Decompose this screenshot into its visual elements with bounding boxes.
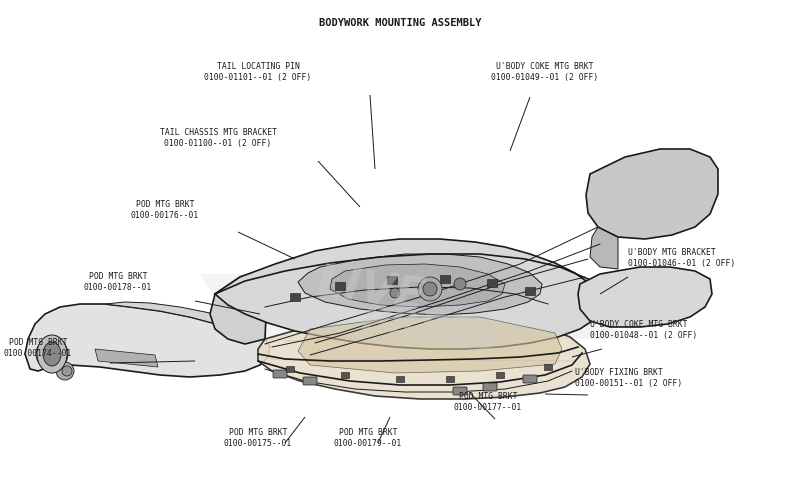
Text: POD MTG BRKT
0100-00176--01: POD MTG BRKT 0100-00176--01 — [131, 199, 199, 219]
Bar — [525, 288, 535, 296]
Polygon shape — [298, 317, 562, 373]
Text: U'BODY FIXING BRKT
0100-00151--01 (2 OFF): U'BODY FIXING BRKT 0100-00151--01 (2 OFF… — [575, 367, 682, 387]
Polygon shape — [105, 303, 265, 339]
Circle shape — [36, 338, 68, 370]
Text: U'BODY COKE MTG BRKT
0100-01049--01 (2 OFF): U'BODY COKE MTG BRKT 0100-01049--01 (2 O… — [491, 62, 598, 82]
FancyBboxPatch shape — [303, 377, 317, 385]
Polygon shape — [586, 150, 718, 239]
Ellipse shape — [43, 342, 61, 366]
Circle shape — [56, 362, 74, 380]
Circle shape — [390, 289, 400, 299]
Bar — [335, 283, 345, 291]
Polygon shape — [578, 268, 712, 327]
Bar — [290, 294, 300, 302]
FancyBboxPatch shape — [453, 387, 467, 395]
Polygon shape — [298, 255, 542, 315]
Polygon shape — [25, 305, 270, 377]
Bar — [396, 376, 404, 382]
Circle shape — [423, 283, 437, 297]
Text: POD MTG BRKT
0100-00178--01: POD MTG BRKT 0100-00178--01 — [84, 272, 152, 292]
Polygon shape — [200, 275, 620, 339]
Bar — [496, 372, 504, 378]
FancyBboxPatch shape — [273, 370, 287, 378]
Bar — [487, 280, 497, 288]
Text: U'BODY COKE MTG BRKT
0100-01048--01 (2 OFF): U'BODY COKE MTG BRKT 0100-01048--01 (2 O… — [590, 319, 698, 339]
Circle shape — [454, 279, 466, 291]
Text: TAIL LOCATING PIN
0100-01101--01 (2 OFF): TAIL LOCATING PIN 0100-01101--01 (2 OFF) — [204, 62, 312, 82]
Polygon shape — [330, 265, 505, 308]
FancyBboxPatch shape — [483, 383, 497, 391]
Bar — [544, 364, 552, 370]
Text: POD MTG BRKT
0100-00174--01: POD MTG BRKT 0100-00174--01 — [4, 337, 72, 357]
Bar — [286, 366, 294, 372]
Text: U'BODY MTG BRACKET
0100-01046--01 (2 OFF): U'BODY MTG BRACKET 0100-01046--01 (2 OFF… — [628, 247, 735, 268]
Bar — [387, 277, 397, 285]
Text: TAIL CHASSIS MTG BRACKET
0100-01100--01 (2 OFF): TAIL CHASSIS MTG BRACKET 0100-01100--01 … — [159, 128, 277, 148]
Text: POD MTG BRKT
0100-00179--01: POD MTG BRKT 0100-00179--01 — [334, 427, 402, 447]
Circle shape — [42, 344, 62, 364]
Circle shape — [62, 366, 72, 376]
Circle shape — [418, 278, 442, 302]
Ellipse shape — [37, 335, 67, 373]
Polygon shape — [210, 270, 268, 344]
Polygon shape — [258, 313, 590, 399]
Text: LIVE: LIVE — [313, 261, 427, 318]
Text: POD MTG BRKT
0100-00175--01: POD MTG BRKT 0100-00175--01 — [224, 427, 292, 447]
Text: BODYWORK MOUNTING ASSEMBLY: BODYWORK MOUNTING ASSEMBLY — [318, 18, 482, 28]
Polygon shape — [95, 349, 158, 367]
FancyBboxPatch shape — [523, 375, 537, 383]
Polygon shape — [215, 239, 600, 349]
Text: POD MTG BRKT
0100-00177--01: POD MTG BRKT 0100-00177--01 — [454, 391, 522, 411]
Bar — [440, 276, 450, 284]
Bar — [341, 372, 349, 378]
Polygon shape — [590, 227, 618, 270]
Bar — [446, 376, 454, 382]
Text: PRESS: PRESS — [358, 301, 502, 358]
